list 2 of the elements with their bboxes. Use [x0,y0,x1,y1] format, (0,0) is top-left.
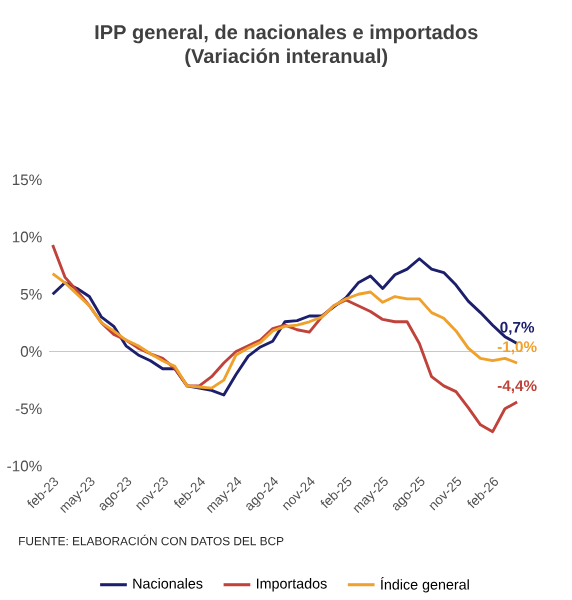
chart-title: IPP general, de nacionales e importados [95,24,478,44]
chart-subtitle: (Variación interanual) [185,48,387,68]
